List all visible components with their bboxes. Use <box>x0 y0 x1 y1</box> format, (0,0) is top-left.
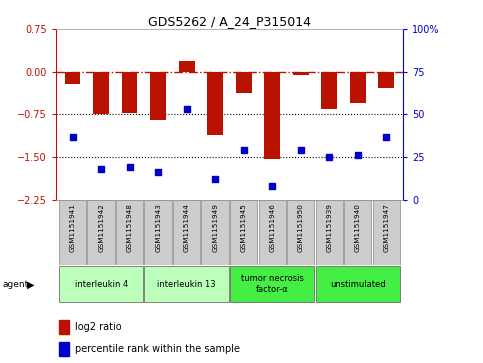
Text: unstimulated: unstimulated <box>330 280 385 289</box>
Bar <box>93 72 109 114</box>
Bar <box>236 72 252 93</box>
Text: log2 ratio: log2 ratio <box>75 322 122 332</box>
Bar <box>350 72 366 103</box>
Text: percentile rank within the sample: percentile rank within the sample <box>75 344 240 354</box>
Bar <box>207 72 223 135</box>
Bar <box>59 320 69 334</box>
Bar <box>144 200 172 265</box>
Point <box>383 134 390 139</box>
Bar <box>150 72 166 120</box>
Text: GSM1151942: GSM1151942 <box>98 203 104 252</box>
Bar <box>116 200 143 265</box>
Text: GSM1151949: GSM1151949 <box>212 203 218 252</box>
Bar <box>144 266 229 302</box>
Text: GSM1151950: GSM1151950 <box>298 203 304 252</box>
Point <box>126 164 133 170</box>
Bar <box>65 72 81 84</box>
Bar <box>315 266 400 302</box>
Bar <box>59 266 143 302</box>
Point <box>97 166 105 172</box>
Bar <box>230 266 314 302</box>
Text: GSM1151946: GSM1151946 <box>269 203 275 252</box>
Bar <box>315 200 343 265</box>
Bar <box>59 200 86 265</box>
Text: interleukin 4: interleukin 4 <box>74 280 128 289</box>
Bar <box>173 200 200 265</box>
Text: interleukin 13: interleukin 13 <box>157 280 216 289</box>
Bar <box>264 72 280 159</box>
Bar <box>122 72 138 113</box>
Point <box>211 176 219 182</box>
Bar <box>321 72 337 109</box>
Text: GSM1151943: GSM1151943 <box>155 203 161 252</box>
Point <box>269 183 276 189</box>
Point <box>183 106 190 112</box>
Title: GDS5262 / A_24_P315014: GDS5262 / A_24_P315014 <box>148 15 311 28</box>
Text: GSM1151941: GSM1151941 <box>70 203 76 252</box>
Bar <box>258 200 286 265</box>
Bar <box>344 200 371 265</box>
Text: GSM1151945: GSM1151945 <box>241 203 247 252</box>
Bar <box>378 72 394 87</box>
Text: GSM1151939: GSM1151939 <box>326 203 332 252</box>
Bar <box>201 200 229 265</box>
Bar <box>87 200 115 265</box>
Point <box>69 134 76 139</box>
Point <box>297 147 305 153</box>
Point <box>326 154 333 160</box>
Bar <box>230 200 257 265</box>
Text: GSM1151948: GSM1151948 <box>127 203 133 252</box>
Point <box>154 170 162 175</box>
Point <box>240 147 248 153</box>
Bar <box>179 61 195 72</box>
Bar <box>59 342 69 356</box>
Text: ▶: ▶ <box>27 280 34 290</box>
Point <box>354 152 362 158</box>
Text: GSM1151947: GSM1151947 <box>383 203 389 252</box>
Text: agent: agent <box>2 281 28 289</box>
Bar <box>372 200 400 265</box>
Text: tumor necrosis
factor-α: tumor necrosis factor-α <box>241 274 304 294</box>
Bar <box>293 72 309 74</box>
Text: GSM1151944: GSM1151944 <box>184 203 190 252</box>
Text: GSM1151940: GSM1151940 <box>355 203 361 252</box>
Bar <box>287 200 314 265</box>
